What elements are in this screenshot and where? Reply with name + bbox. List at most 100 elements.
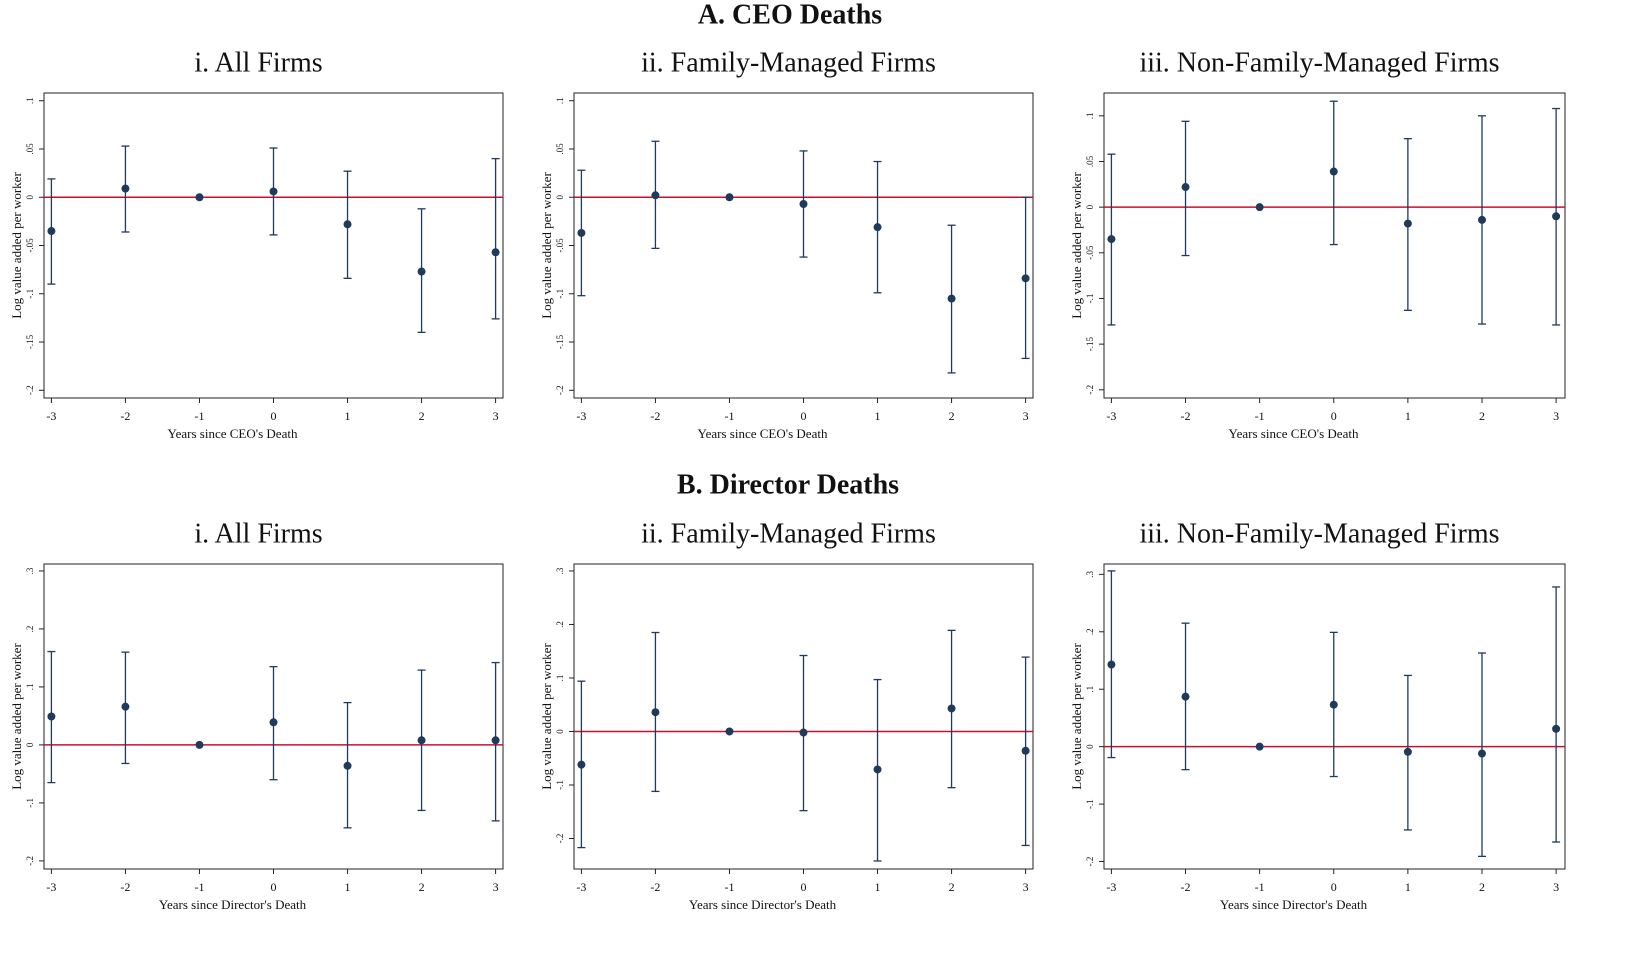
x-tick-label: -2: [650, 409, 660, 423]
point: [1181, 183, 1190, 192]
point: [269, 718, 278, 727]
point: [491, 736, 500, 745]
y-axis-label: Log value added per worker: [539, 643, 554, 790]
y-tick-label: -.2: [1085, 385, 1095, 395]
point: [577, 760, 586, 769]
x-tick-label: 2: [1479, 880, 1485, 894]
x-tick-label: 3: [1553, 409, 1559, 423]
point: [1021, 274, 1030, 283]
point: [1255, 203, 1264, 212]
y-tick-label: 0: [1085, 744, 1095, 749]
x-tick-label: -2: [650, 880, 660, 894]
y-tick-label: .3: [1085, 570, 1095, 577]
y-tick-label: .1: [555, 97, 565, 104]
x-tick-label: 2: [419, 880, 425, 894]
y-tick-label: .2: [1085, 628, 1095, 635]
y-tick-label: -.2: [555, 834, 565, 844]
x-tick-label: 3: [1023, 409, 1029, 423]
point: [121, 702, 130, 711]
point: [121, 184, 130, 193]
x-tick-label: -3: [576, 880, 586, 894]
y-tick-label: .1: [555, 675, 565, 682]
x-tick-label: -3: [1106, 880, 1116, 894]
point: [1255, 742, 1264, 751]
x-tick-label: 0: [271, 409, 277, 423]
x-tick-label: 0: [1331, 409, 1337, 423]
x-axis-label: Years since CEO's Death: [1229, 426, 1359, 441]
y-axis-label: Log value added per worker: [539, 172, 554, 319]
x-tick-label: 3: [1023, 880, 1029, 894]
y-tick-label: .1: [1085, 686, 1095, 693]
point: [799, 728, 808, 737]
point: [417, 736, 426, 745]
x-tick-label: 1: [345, 409, 351, 423]
point: [269, 187, 278, 196]
x-axis-label: Years since CEO's Death: [168, 426, 298, 441]
x-tick-label: -1: [724, 409, 734, 423]
point: [1403, 747, 1412, 756]
point: [947, 294, 956, 303]
x-tick-label: 0: [271, 880, 277, 894]
y-tick-label: -.15: [555, 334, 565, 349]
y-tick-label: .1: [25, 684, 35, 691]
section-title: B. Director Deaths: [677, 469, 899, 500]
panel-title: i. All Firms: [194, 47, 322, 78]
panel-title: i. All Firms: [194, 518, 322, 549]
x-tick-label: -2: [1181, 409, 1191, 423]
point: [195, 740, 204, 749]
y-tick-label: -.15: [1085, 337, 1095, 352]
y-axis-label: Log value added per worker: [1069, 643, 1084, 790]
point: [47, 227, 56, 236]
point: [651, 708, 660, 717]
y-axis-label: Log value added per worker: [1069, 172, 1084, 319]
x-tick-label: 1: [1405, 409, 1411, 423]
y-tick-label: -.05: [555, 238, 565, 253]
y-tick-label: 0: [555, 729, 565, 734]
y-tick-label: -.2: [25, 385, 35, 395]
y-tick-label: 0: [555, 194, 565, 199]
y-axis-label: Log value added per worker: [9, 172, 24, 319]
point: [47, 712, 56, 721]
point: [1552, 724, 1561, 733]
x-tick-label: 2: [949, 880, 955, 894]
section-title: A. CEO Deaths: [698, 0, 882, 30]
x-tick-label: 2: [1479, 409, 1485, 423]
y-tick-label: -.1: [1085, 294, 1095, 304]
y-tick-label: -.1: [555, 289, 565, 299]
y-tick-label: -.05: [1085, 245, 1095, 260]
point: [1403, 219, 1412, 228]
x-tick-label: 3: [493, 880, 499, 894]
x-tick-label: 3: [1553, 880, 1559, 894]
point: [725, 193, 734, 202]
y-tick-label: -.1: [25, 798, 35, 808]
point: [417, 267, 426, 276]
point: [873, 765, 882, 774]
x-tick-label: -1: [194, 880, 204, 894]
y-tick-label: -.2: [25, 856, 35, 866]
y-tick-label: -.1: [555, 780, 565, 790]
plot-frame: [1103, 563, 1566, 870]
point: [1329, 700, 1338, 709]
y-tick-label: 0: [25, 742, 35, 747]
x-axis-label: Years since Director's Death: [159, 897, 307, 912]
y-tick-label: .3: [25, 567, 35, 574]
y-tick-label: 0: [25, 194, 35, 199]
x-tick-label: 2: [949, 409, 955, 423]
y-axis-label: Log value added per worker: [9, 643, 24, 790]
x-tick-label: 1: [875, 880, 881, 894]
point: [947, 704, 956, 713]
x-tick-label: -2: [1181, 880, 1191, 894]
x-tick-label: -1: [194, 409, 204, 423]
plot-frame: [1103, 92, 1566, 399]
x-tick-label: 1: [1405, 880, 1411, 894]
y-tick-label: -.1: [25, 289, 35, 299]
point: [1477, 215, 1486, 224]
point: [343, 220, 352, 229]
point: [1477, 749, 1486, 758]
point: [195, 193, 204, 202]
point: [873, 223, 882, 232]
x-tick-label: -1: [1255, 880, 1265, 894]
x-axis-label: Years since CEO's Death: [698, 426, 828, 441]
plot-frame: [43, 92, 504, 399]
